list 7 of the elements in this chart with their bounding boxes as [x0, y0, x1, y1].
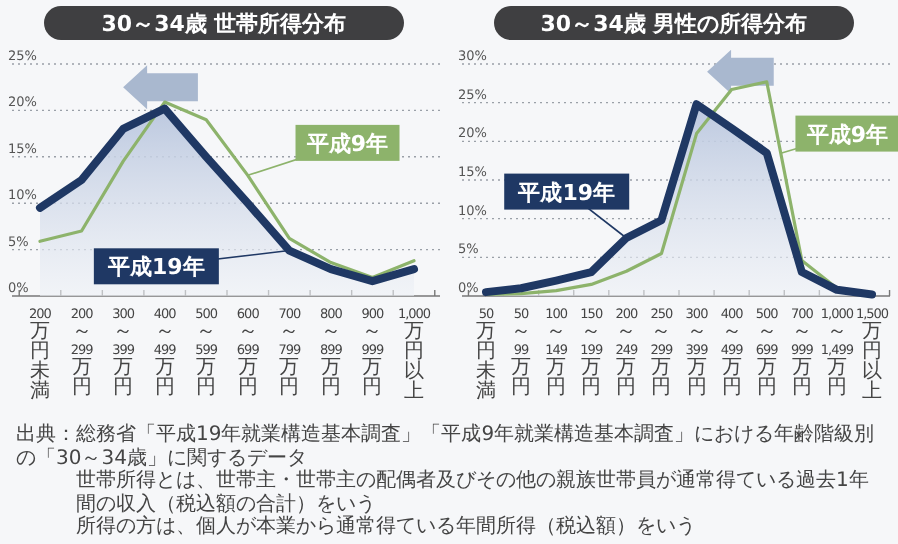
text: 世帯所得とは、世帯主・世帯主の配偶者及びその他の親族世帯員が通常得ている過去1年間の収入（税込額の合計）をいう — [74, 470, 871, 515]
text: 所得の方は、個人が本業から通常得ている年間所得（税込額）をいう — [74, 516, 698, 539]
source-note: 出典：総務省「平成19年就業構造基本調査」「平成9年就業構造基本調査」における年齢階級別の「30～34歳」に関するデータ — [16, 424, 877, 469]
series-label: 平成19年 — [516, 179, 616, 206]
chart-title: 30～34歳 世帯所得分布 — [101, 11, 347, 37]
series-label: 平成19年 — [106, 254, 205, 281]
chart-title: 30～34歳 男性の所得分布 — [540, 11, 808, 37]
